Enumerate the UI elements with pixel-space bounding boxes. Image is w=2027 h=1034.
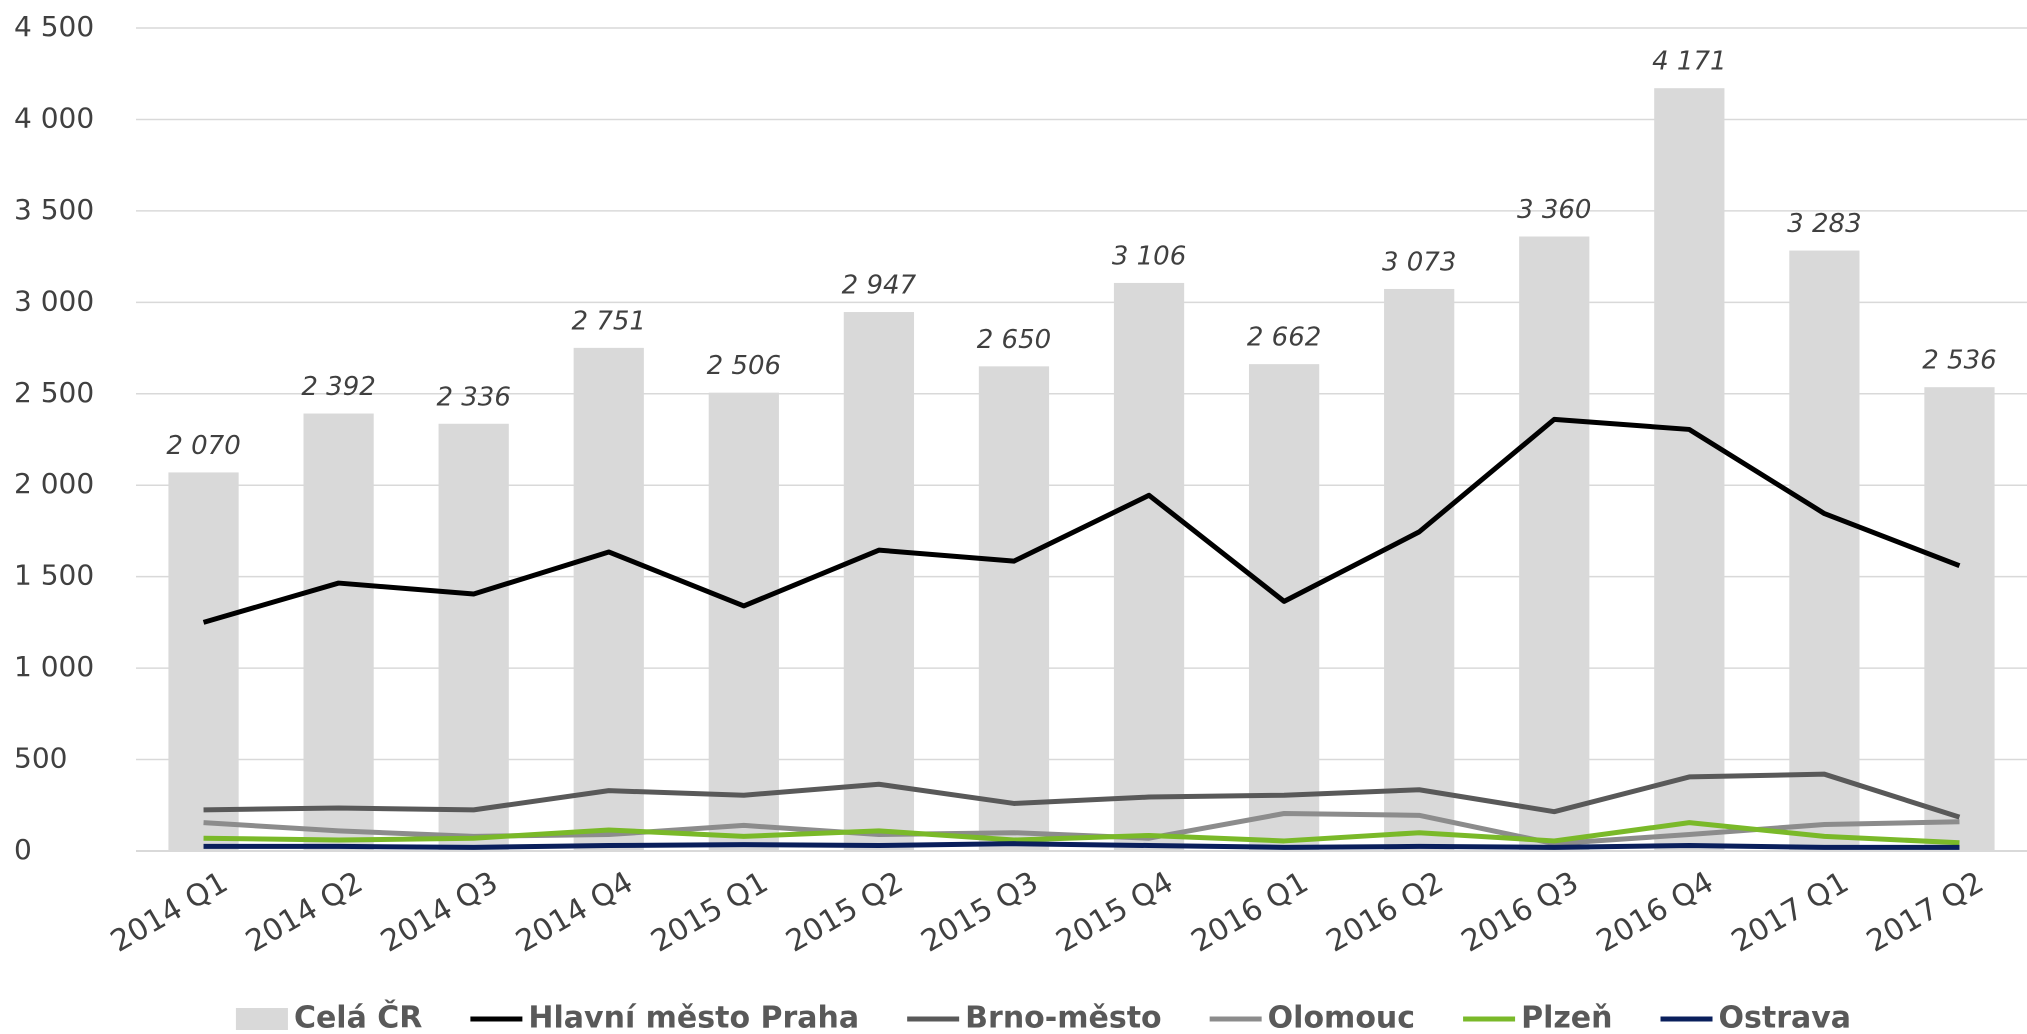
y-tick-label: 2 500 (14, 376, 94, 409)
legend: Celá ČR Hlavní město Praha Brno-město Olomo… (235, 999, 1852, 1034)
x-tick-label: 2015 Q3 (915, 865, 1044, 960)
data-label: 2 392 (301, 372, 375, 402)
legend-label: Brno-město (965, 1001, 1162, 1034)
data-label: 3 073 (1382, 247, 1456, 277)
data-label: 2 506 (707, 351, 781, 381)
legend-label: Hlavní město Praha (528, 1001, 859, 1034)
legend-label: Celá ČR (294, 999, 422, 1034)
bar (1924, 387, 1995, 851)
data-label: 2 751 (572, 306, 646, 336)
bar (843, 312, 915, 851)
x-tick-label: 2017 Q2 (1861, 865, 1990, 960)
x-tick-label: 2016 Q1 (1185, 865, 1314, 960)
y-tick-label: 1 000 (14, 650, 94, 683)
data-label: 2 536 (1922, 346, 1996, 376)
x-tick-label: 2015 Q4 (1050, 865, 1179, 960)
data-label: 2 947 (842, 271, 917, 301)
data-label: 2 662 (1247, 323, 1321, 353)
x-tick-label: 2016 Q2 (1321, 865, 1450, 960)
bar (438, 423, 509, 851)
bar (1113, 282, 1185, 851)
data-label: 2 336 (436, 382, 510, 412)
bar (1654, 88, 1725, 852)
legend-label: Olomouc (1268, 1001, 1415, 1034)
legend-label: Plzeň (1521, 1001, 1612, 1034)
bar (1789, 250, 1860, 851)
x-tick-label: 2015 Q2 (780, 865, 909, 960)
y-tick-label: 0 (14, 833, 32, 866)
bar (708, 392, 779, 851)
line (203, 841, 1960, 850)
x-tick-label: 2014 Q3 (375, 865, 504, 960)
line (203, 771, 1961, 820)
x-tick-label: 2016 Q3 (1456, 865, 1585, 960)
x-tick-label: 2016 Q4 (1591, 865, 1720, 960)
y-tick-label: 3 000 (14, 284, 94, 317)
y-tick-label: 1 500 (14, 559, 94, 592)
bar (1248, 364, 1320, 851)
bar (303, 413, 374, 851)
x-tick-label: 2014 Q2 (240, 865, 369, 960)
bar (1384, 288, 1455, 852)
y-tick-label: 2 000 (14, 467, 94, 500)
x-tick-label: 2014 Q1 (105, 865, 234, 960)
line (202, 416, 1961, 625)
data-label: 3 360 (1517, 195, 1591, 225)
x-tick-label: 2015 Q1 (645, 865, 774, 960)
bar (1519, 236, 1590, 851)
y-tick-label: 4 000 (14, 101, 94, 134)
x-tick-label: 2014 Q4 (510, 865, 639, 960)
legend-swatch (235, 1008, 288, 1030)
bar (168, 472, 239, 851)
y-tick-label: 500 (14, 742, 67, 775)
y-tick-label: 4 500 (14, 10, 94, 43)
data-label: 2 070 (166, 431, 240, 461)
bar (573, 347, 644, 851)
y-tick-label: 3 500 (14, 193, 94, 226)
legend-label: Ostrava (1719, 1001, 1852, 1034)
data-label: 3 283 (1787, 209, 1861, 239)
line (203, 820, 1960, 846)
data-label: 4 171 (1652, 47, 1726, 77)
data-label: 3 106 (1112, 241, 1186, 271)
x-tick-label: 2017 Q1 (1726, 865, 1855, 960)
data-label: 2 650 (977, 325, 1051, 355)
bar (978, 366, 1050, 851)
